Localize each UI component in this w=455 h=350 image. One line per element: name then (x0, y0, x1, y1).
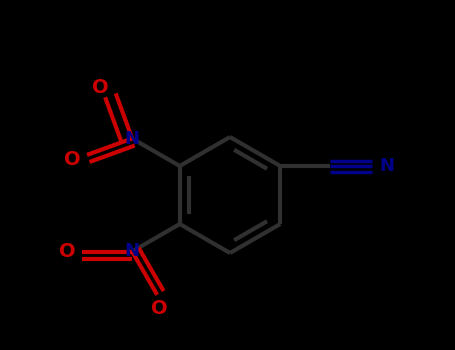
Text: O: O (151, 299, 167, 318)
Text: N: N (125, 243, 140, 260)
Text: O: O (64, 150, 81, 169)
Text: O: O (92, 78, 109, 97)
Text: N: N (380, 157, 395, 175)
Text: N: N (125, 130, 140, 147)
Text: O: O (59, 242, 76, 261)
